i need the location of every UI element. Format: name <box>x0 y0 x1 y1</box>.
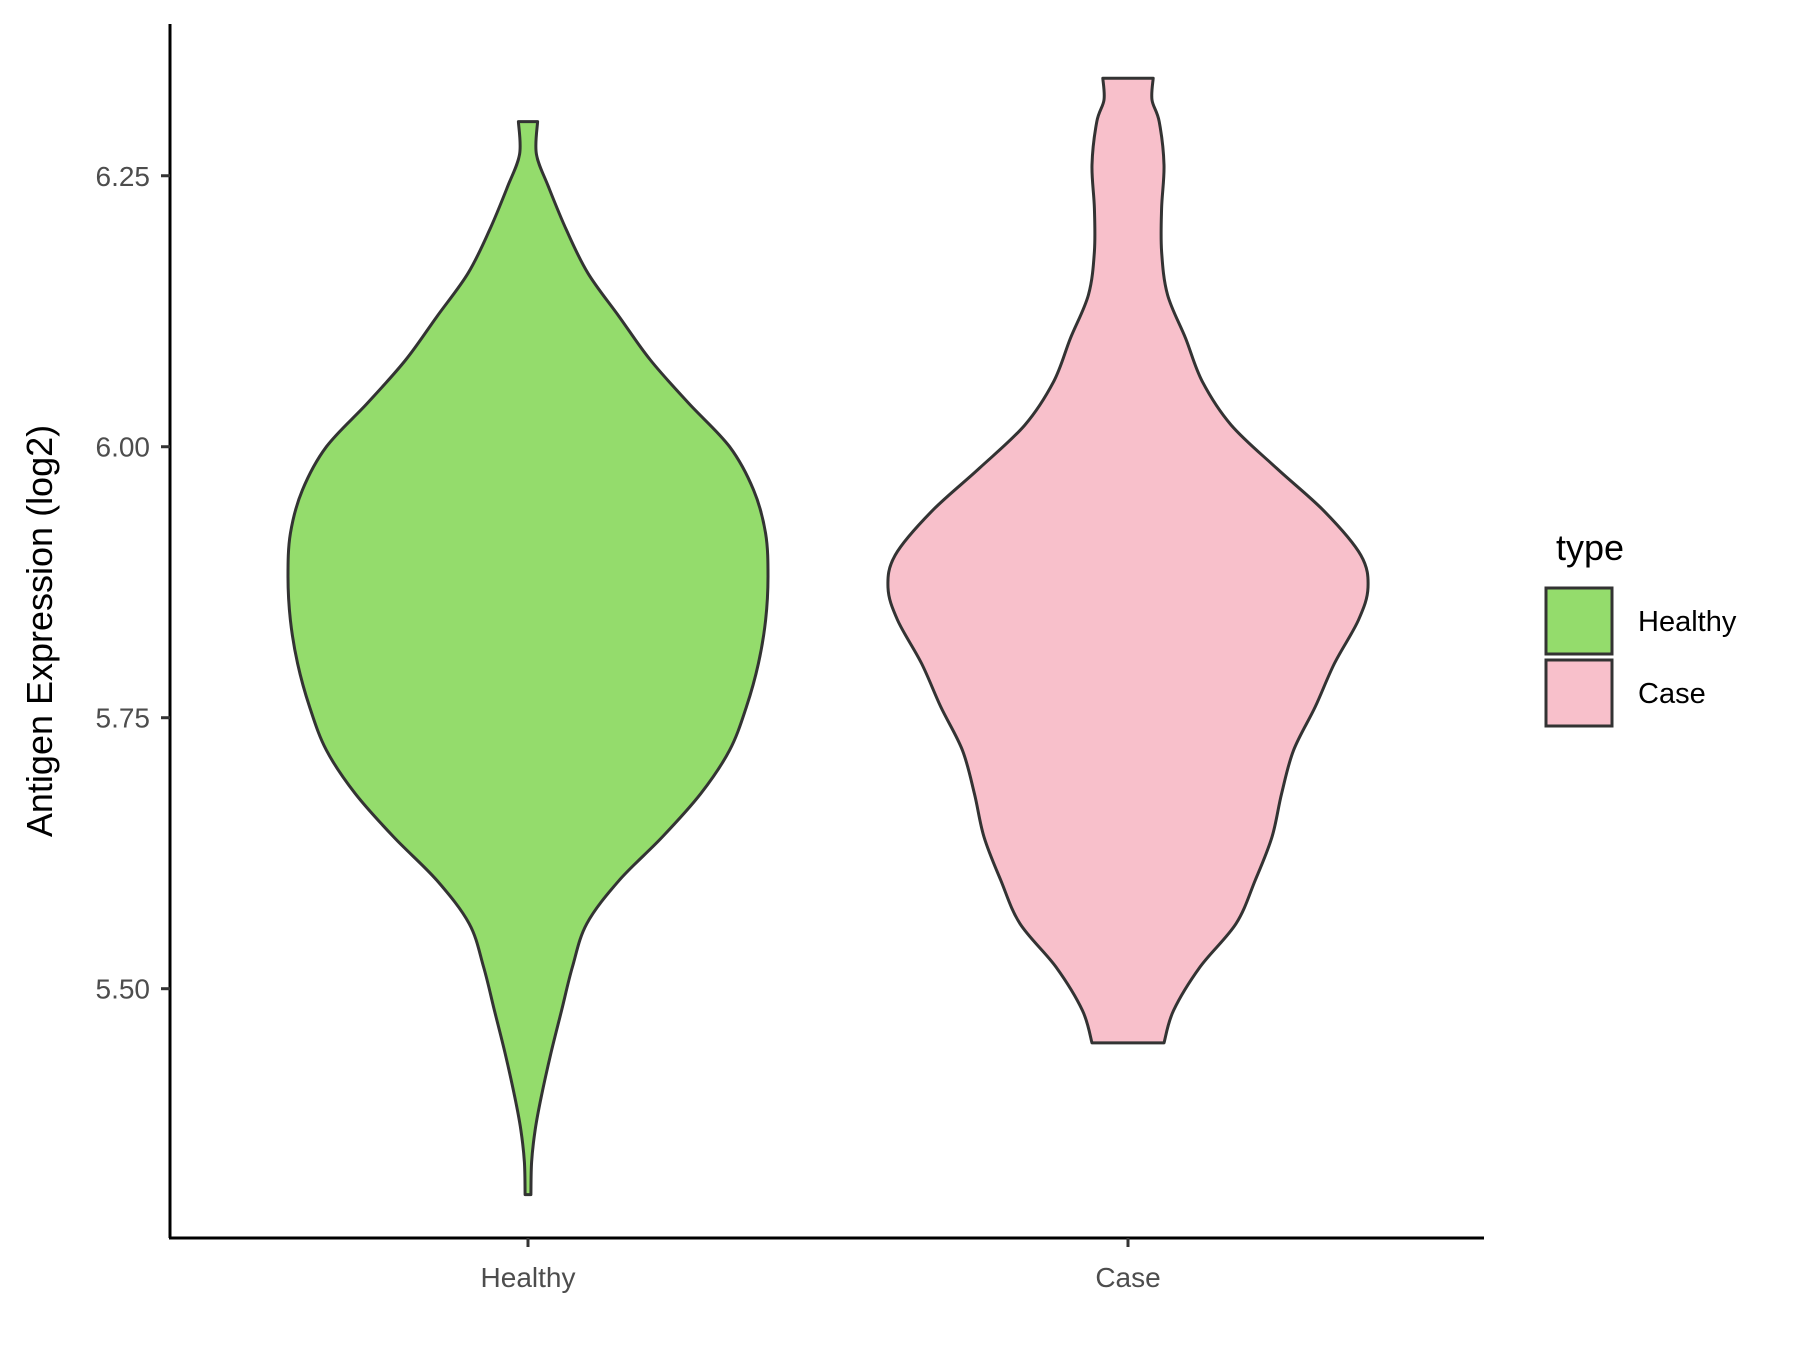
violin-healthy <box>286 120 770 1197</box>
legend-swatch-case <box>1544 658 1614 728</box>
legend-swatch-healthy <box>1544 586 1614 656</box>
y-tick-label: 5.75 <box>96 703 151 734</box>
y-axis-title: Antigen Expression (log2) <box>19 425 60 837</box>
y-ticks: 5.50 5.75 6.00 6.25 <box>96 161 170 1005</box>
x-ticks: Healthy Case <box>481 1238 1161 1293</box>
x-tick-label-healthy: Healthy <box>481 1262 576 1293</box>
y-tick-label: 6.25 <box>96 161 151 192</box>
x-tick-label-case: Case <box>1095 1262 1160 1293</box>
legend-entries: Healthy Case <box>1544 586 1737 728</box>
legend-label-healthy: Healthy <box>1638 606 1737 638</box>
axes-layer <box>168 24 1484 1240</box>
y-tick-label: 6.00 <box>96 432 151 463</box>
legend-title: type <box>1556 527 1624 568</box>
legend-label-case: Case <box>1638 678 1706 710</box>
y-tick-label: 5.50 <box>96 974 151 1005</box>
violins-layer <box>286 76 1370 1197</box>
violin-case <box>886 76 1370 1045</box>
legend: type Healthy Case <box>1544 527 1737 728</box>
